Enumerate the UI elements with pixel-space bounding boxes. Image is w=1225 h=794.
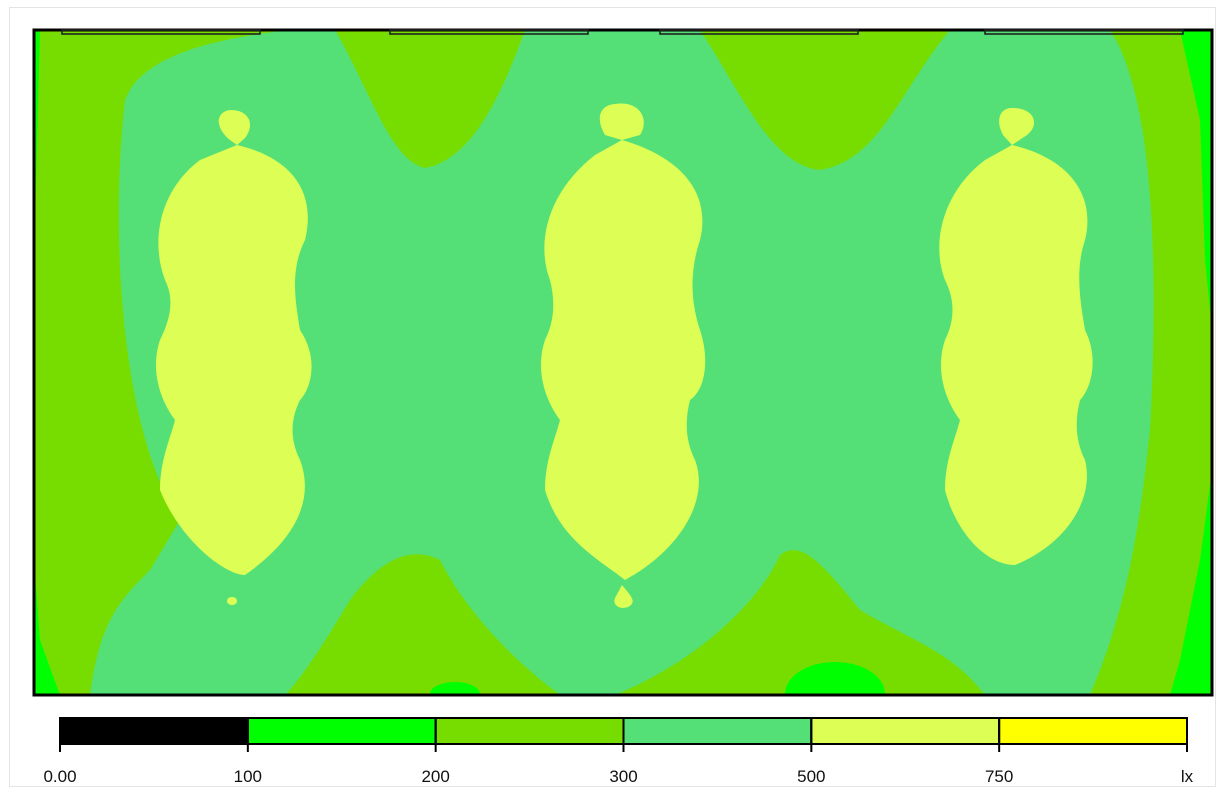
- lobe-center-drip: [614, 585, 633, 608]
- room-border: [32, 28, 1214, 697]
- legend-tick-label: 750: [985, 767, 1013, 786]
- legend-band-4: [810, 717, 1001, 745]
- lobe-center-top: [599, 103, 644, 140]
- patch-bottom-1: [430, 682, 480, 695]
- patch-bottom-2: [785, 662, 885, 695]
- legend-band-3: [622, 717, 813, 745]
- legend-unit-label: lx: [1181, 767, 1194, 786]
- legend-tick-label: 300: [609, 767, 637, 786]
- luminaire-2: [389, 29, 589, 35]
- lobe-center: [540, 140, 706, 580]
- isolux-contour-map: [34, 30, 1212, 695]
- lobe-right: [939, 145, 1093, 565]
- legend-band-1: [246, 717, 437, 745]
- lobe-left-top: [218, 110, 250, 145]
- lobe-left-dot: [227, 597, 237, 605]
- color-legend: 0.00 100 200 300 500 750 lx: [43, 717, 1194, 786]
- legend-tick-label: 500: [797, 767, 825, 786]
- luminaire-4: [984, 29, 1184, 35]
- legend-band-2: [434, 717, 625, 745]
- legend-tick-label: 100: [234, 767, 262, 786]
- legend-band-5: [998, 717, 1189, 745]
- lobe-right-top: [999, 108, 1035, 145]
- luminaires: [61, 29, 1184, 35]
- luminaire-1: [61, 29, 261, 35]
- legend-tick-label: 200: [421, 767, 449, 786]
- luminaire-3: [659, 29, 859, 35]
- legend-tick-label: 0.00: [43, 767, 76, 786]
- legend-band-0: [59, 717, 249, 745]
- lobe-left: [155, 145, 312, 575]
